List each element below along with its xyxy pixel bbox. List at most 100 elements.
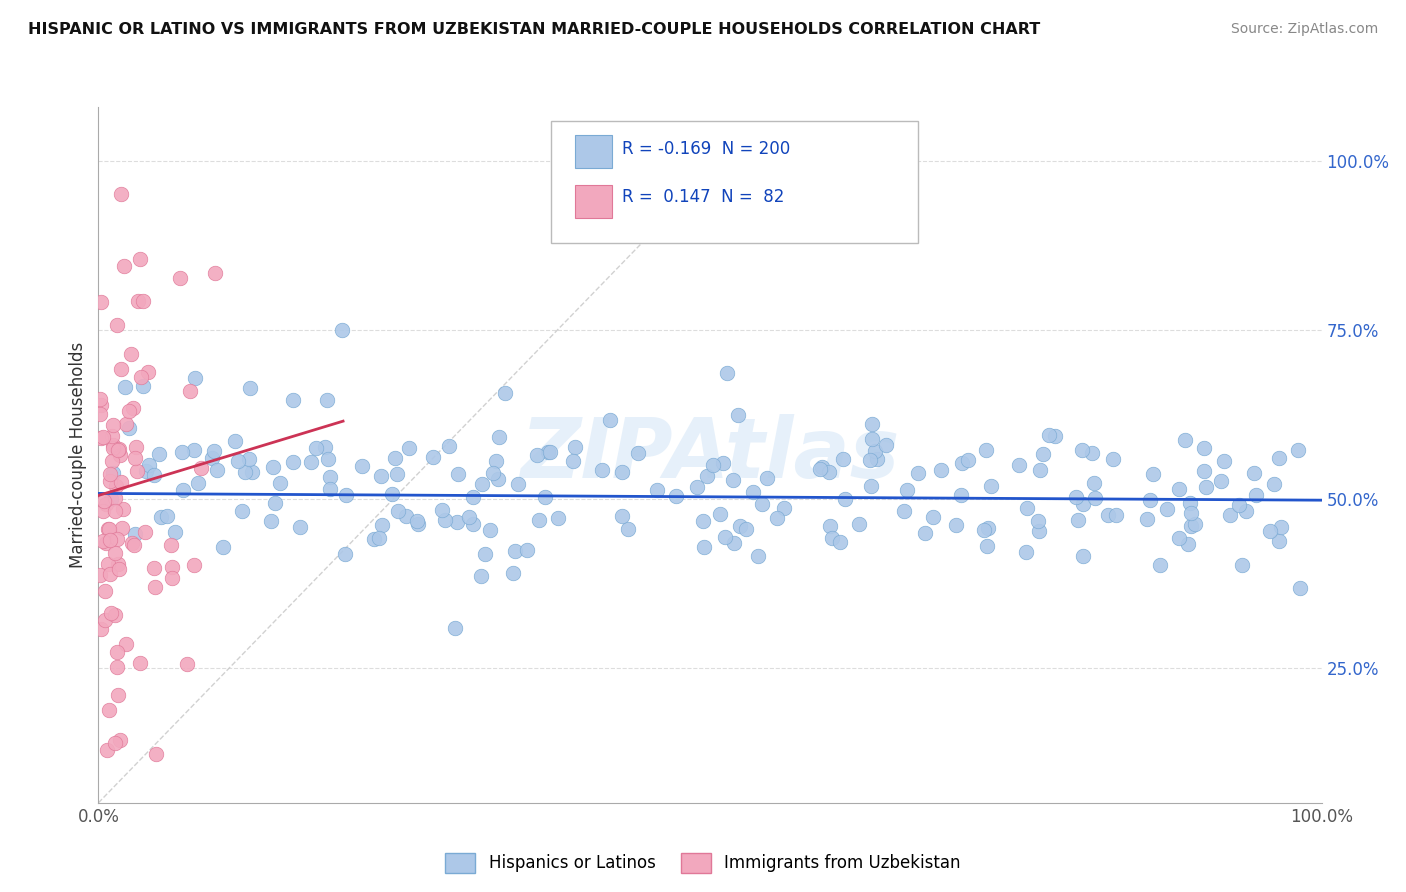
Point [980, 479, 1002, 493]
FancyBboxPatch shape [551, 121, 918, 243]
Point [131, 378, 153, 392]
Point [503, 544, 526, 558]
Point [288, 520, 311, 534]
Point [537, 445, 560, 459]
Point [494, 386, 516, 401]
Point [100, 606, 122, 620]
Point [907, 466, 929, 480]
Point [387, 467, 409, 481]
Point [914, 526, 936, 541]
Point [127, 293, 149, 308]
Point [1097, 508, 1119, 523]
Point [485, 454, 508, 468]
Point [808, 461, 831, 475]
Point [398, 441, 420, 455]
Point [1084, 491, 1107, 505]
Point [269, 475, 291, 490]
Point [233, 465, 256, 479]
Point [1015, 501, 1038, 516]
Point [314, 440, 336, 454]
Point [111, 521, 134, 535]
Point [1243, 467, 1265, 481]
Point [471, 477, 494, 491]
Point [156, 508, 179, 523]
Point [1194, 464, 1216, 478]
Point [101, 438, 124, 452]
Point [1263, 477, 1285, 491]
Point [90, 398, 112, 412]
Point [1032, 446, 1054, 460]
Point [89, 392, 111, 406]
Point [929, 463, 952, 477]
Point [751, 497, 773, 511]
Point [105, 660, 128, 674]
Point [98, 474, 121, 488]
Point [1227, 498, 1250, 512]
Point [1178, 496, 1201, 510]
Point [110, 186, 132, 201]
Point [330, 323, 353, 337]
Point [138, 458, 160, 473]
Point [97, 522, 120, 536]
Point [107, 557, 129, 571]
Point [319, 482, 342, 496]
Point [367, 531, 389, 545]
Point [91, 504, 114, 518]
Point [370, 468, 392, 483]
Point [561, 454, 583, 468]
Point [136, 365, 159, 379]
Point [547, 511, 569, 525]
Point [384, 450, 406, 465]
Point [457, 509, 479, 524]
Point [713, 530, 735, 544]
Point [848, 517, 870, 532]
Point [1045, 429, 1067, 443]
Point [108, 732, 131, 747]
Point [977, 520, 1000, 534]
Point [723, 536, 745, 550]
Point [118, 420, 141, 434]
Point [1139, 493, 1161, 508]
Point [363, 532, 385, 546]
Point [104, 491, 127, 505]
Point [406, 515, 429, 529]
Point [135, 464, 157, 478]
Point [1149, 558, 1171, 573]
Text: Source: ZipAtlas.com: Source: ZipAtlas.com [1230, 22, 1378, 37]
Point [1105, 508, 1128, 523]
Point [100, 533, 122, 547]
Point [305, 441, 328, 455]
Point [875, 438, 897, 452]
Point [626, 446, 648, 460]
Point [834, 491, 856, 506]
Point [110, 362, 132, 376]
Point [134, 524, 156, 539]
Point [89, 567, 111, 582]
Point [318, 451, 340, 466]
Point [1081, 446, 1104, 460]
Point [170, 445, 193, 459]
Point [97, 558, 120, 572]
Point [1184, 517, 1206, 532]
Point [101, 442, 124, 456]
Point [1244, 487, 1267, 501]
Point [129, 370, 152, 384]
Point [1083, 475, 1105, 490]
Point [115, 637, 138, 651]
Point [160, 538, 183, 552]
Point [93, 494, 115, 508]
Point [112, 260, 135, 274]
Point [1168, 531, 1191, 545]
Point [160, 559, 183, 574]
Point [1267, 450, 1289, 465]
Point [190, 461, 212, 475]
Point [183, 558, 205, 572]
Point [433, 513, 456, 527]
Point [444, 622, 467, 636]
Point [128, 656, 150, 670]
Point [231, 504, 253, 518]
Point [1101, 452, 1123, 467]
Point [101, 466, 124, 480]
Point [1174, 433, 1197, 447]
Point [1028, 462, 1050, 476]
